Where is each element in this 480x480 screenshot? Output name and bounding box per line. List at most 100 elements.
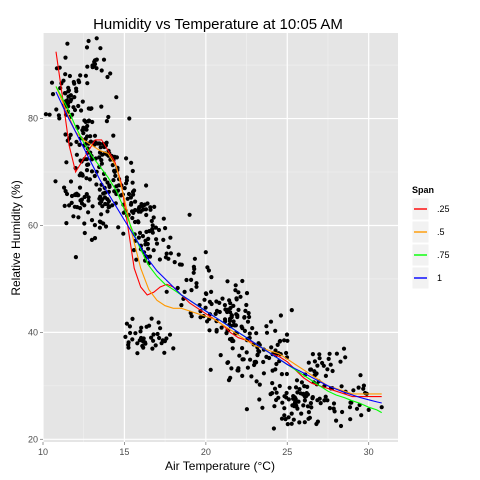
data-point [301, 403, 306, 408]
data-point [136, 235, 141, 240]
data-point [214, 327, 219, 333]
data-point [254, 331, 259, 336]
data-point [327, 406, 332, 411]
data-point [209, 275, 214, 280]
data-point [191, 264, 196, 269]
data-point [261, 359, 266, 365]
data-point [203, 250, 208, 255]
legend-label: .25 [437, 204, 450, 214]
data-point [100, 204, 105, 209]
data-point [294, 378, 300, 383]
data-point [220, 296, 225, 301]
data-point [111, 178, 116, 183]
data-point [297, 387, 302, 392]
data-point [106, 205, 111, 210]
data-point [152, 204, 157, 209]
data-point [135, 351, 140, 356]
data-point [189, 277, 194, 282]
data-point [140, 343, 145, 349]
data-point [72, 95, 77, 100]
data-point [69, 193, 75, 199]
data-point [284, 332, 290, 337]
data-point [361, 386, 366, 391]
data-point [78, 198, 83, 203]
data-point [94, 141, 100, 146]
data-point [273, 348, 278, 353]
data-point [114, 155, 119, 160]
data-point [86, 198, 91, 203]
data-point [351, 388, 356, 393]
data-point [366, 407, 371, 412]
data-point [242, 315, 247, 320]
data-point [69, 200, 74, 205]
data-point [90, 204, 95, 209]
data-point [247, 331, 252, 336]
data-point [136, 220, 141, 225]
data-point [292, 400, 298, 405]
data-point [85, 134, 90, 139]
data-point [285, 338, 290, 343]
data-point [228, 310, 233, 315]
data-point [84, 192, 89, 197]
data-point [142, 340, 148, 345]
data-point [192, 256, 197, 261]
data-point [150, 346, 155, 351]
data-point [137, 338, 142, 343]
data-point [270, 391, 275, 396]
data-point [74, 86, 79, 91]
data-point [63, 132, 68, 137]
data-point [358, 373, 363, 378]
data-point [66, 94, 71, 99]
data-point [92, 236, 98, 241]
data-point [61, 78, 66, 83]
data-point [326, 356, 331, 361]
x-tick-label: 30 [364, 447, 374, 457]
data-point [338, 359, 343, 364]
data-point [271, 426, 276, 431]
data-point [63, 189, 68, 194]
data-point [74, 152, 79, 157]
data-point [242, 328, 247, 333]
data-point [149, 316, 154, 321]
data-point [112, 189, 117, 194]
data-point [317, 356, 322, 361]
data-point [87, 177, 92, 182]
data-point [298, 391, 303, 396]
data-point [88, 134, 93, 139]
data-point [297, 420, 302, 425]
data-point [224, 331, 229, 336]
data-point [226, 378, 232, 383]
data-point [322, 398, 327, 403]
data-point [236, 366, 241, 371]
data-point [90, 119, 95, 125]
data-point [104, 140, 109, 145]
data-point [330, 368, 335, 374]
data-point [240, 373, 245, 378]
data-point [112, 169, 117, 174]
data-point [128, 330, 133, 336]
data-point [155, 331, 160, 337]
data-point [97, 164, 102, 170]
legend: Span .25 .5 .75 1 [411, 185, 450, 290]
data-point [354, 406, 360, 411]
data-point [177, 262, 182, 267]
x-tick-label: 10 [38, 447, 48, 457]
data-point [85, 123, 90, 129]
data-point [254, 379, 259, 384]
data-point [151, 338, 156, 343]
data-point [225, 360, 230, 365]
data-point [157, 335, 162, 341]
data-point [94, 36, 99, 41]
data-point [143, 242, 148, 247]
data-point [291, 417, 296, 422]
data-point [77, 173, 82, 178]
data-point [62, 203, 67, 208]
data-point [207, 328, 212, 333]
data-point [89, 237, 94, 242]
data-point [68, 179, 74, 184]
data-point [123, 334, 128, 339]
data-point [187, 212, 192, 217]
data-point [286, 415, 291, 420]
data-point [71, 214, 76, 219]
data-point [208, 367, 213, 372]
